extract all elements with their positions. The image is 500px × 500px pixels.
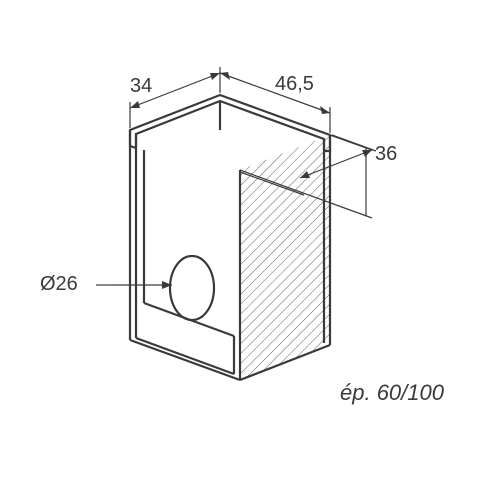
dim-label-dia26: Ø26 <box>40 273 78 295</box>
top-outer-edge <box>130 95 330 151</box>
bottom-lip-inner-top <box>136 338 234 374</box>
bottom-front-edge <box>130 340 240 380</box>
dim-label-46-5: 46,5 <box>275 73 314 95</box>
dim-label-36: 36 <box>375 143 397 165</box>
hole-diameter-26 <box>170 256 214 320</box>
technical-drawing: 34 46,5 36 Ø26 ép. 60/100 <box>0 0 500 500</box>
dim-label-34: 34 <box>130 75 152 97</box>
thickness-note: ép. 60/100 <box>340 380 445 405</box>
top-inner-edge <box>136 101 324 151</box>
